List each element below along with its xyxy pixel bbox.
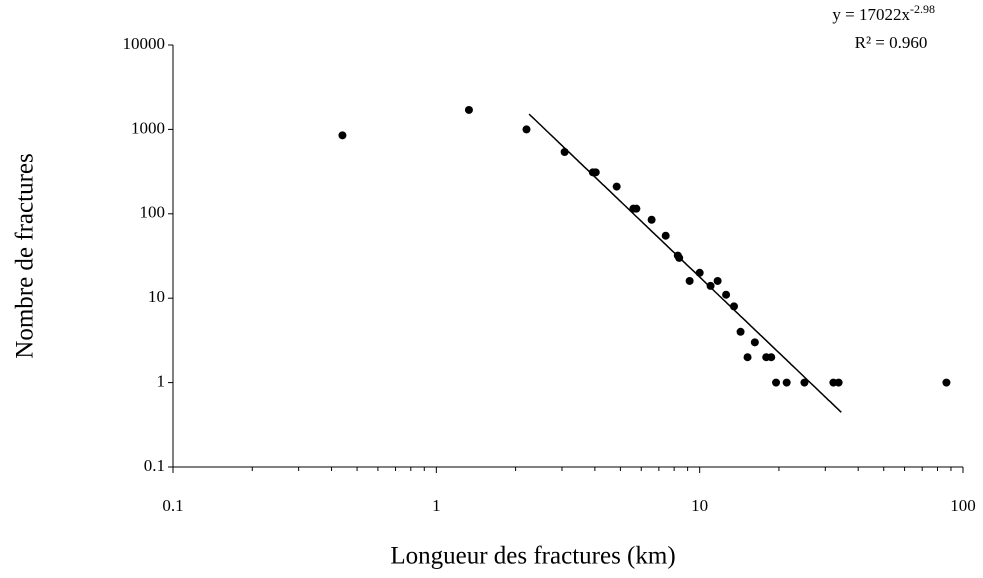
y-tick-label: 0.1: [144, 456, 165, 475]
y-tick-label: 1000: [131, 118, 165, 137]
y-axis-title: Nombre de fractures: [12, 153, 39, 358]
y-tick-label: 1: [157, 372, 166, 391]
x-tick-label: 0.1: [162, 496, 183, 515]
data-point: [661, 231, 670, 240]
data-point: [675, 253, 684, 262]
data-point: [750, 338, 759, 347]
trendline: [528, 113, 842, 413]
data-point: [800, 378, 809, 387]
x-tick-label: 100: [950, 496, 976, 515]
data-point: [942, 378, 951, 387]
x-tick-label: 10: [691, 496, 708, 515]
data-point: [695, 268, 704, 277]
y-tick-label: 10000: [123, 34, 166, 53]
data-point: [612, 182, 621, 191]
data-point: [782, 378, 791, 387]
x-axis-title: Longueur des fractures (km): [390, 543, 675, 570]
data-point: [647, 215, 656, 224]
data-point: [736, 327, 745, 336]
data-point: [713, 276, 722, 285]
data-point: [522, 125, 531, 134]
equation-base: y = 17022x: [832, 5, 910, 24]
data-point: [767, 353, 776, 362]
data-point: [722, 290, 731, 299]
data-point: [706, 281, 715, 290]
data-point: [743, 353, 752, 362]
x-tick-label: 1: [432, 496, 441, 515]
equation-exponent: -2.98: [910, 2, 935, 16]
data-point: [632, 204, 641, 213]
r-squared: R² = 0.960: [855, 33, 928, 52]
y-tick-label: 10: [148, 287, 165, 306]
y-tick-label: 100: [140, 203, 166, 222]
data-point: [729, 302, 738, 311]
data-point: [560, 147, 569, 156]
trend-equation: y = 17022x-2.98: [832, 2, 935, 24]
data-point: [834, 378, 843, 387]
data-point: [338, 131, 347, 140]
data-point: [772, 378, 781, 387]
data-point: [591, 168, 600, 177]
data-point: [464, 105, 473, 114]
data-point: [685, 276, 694, 285]
